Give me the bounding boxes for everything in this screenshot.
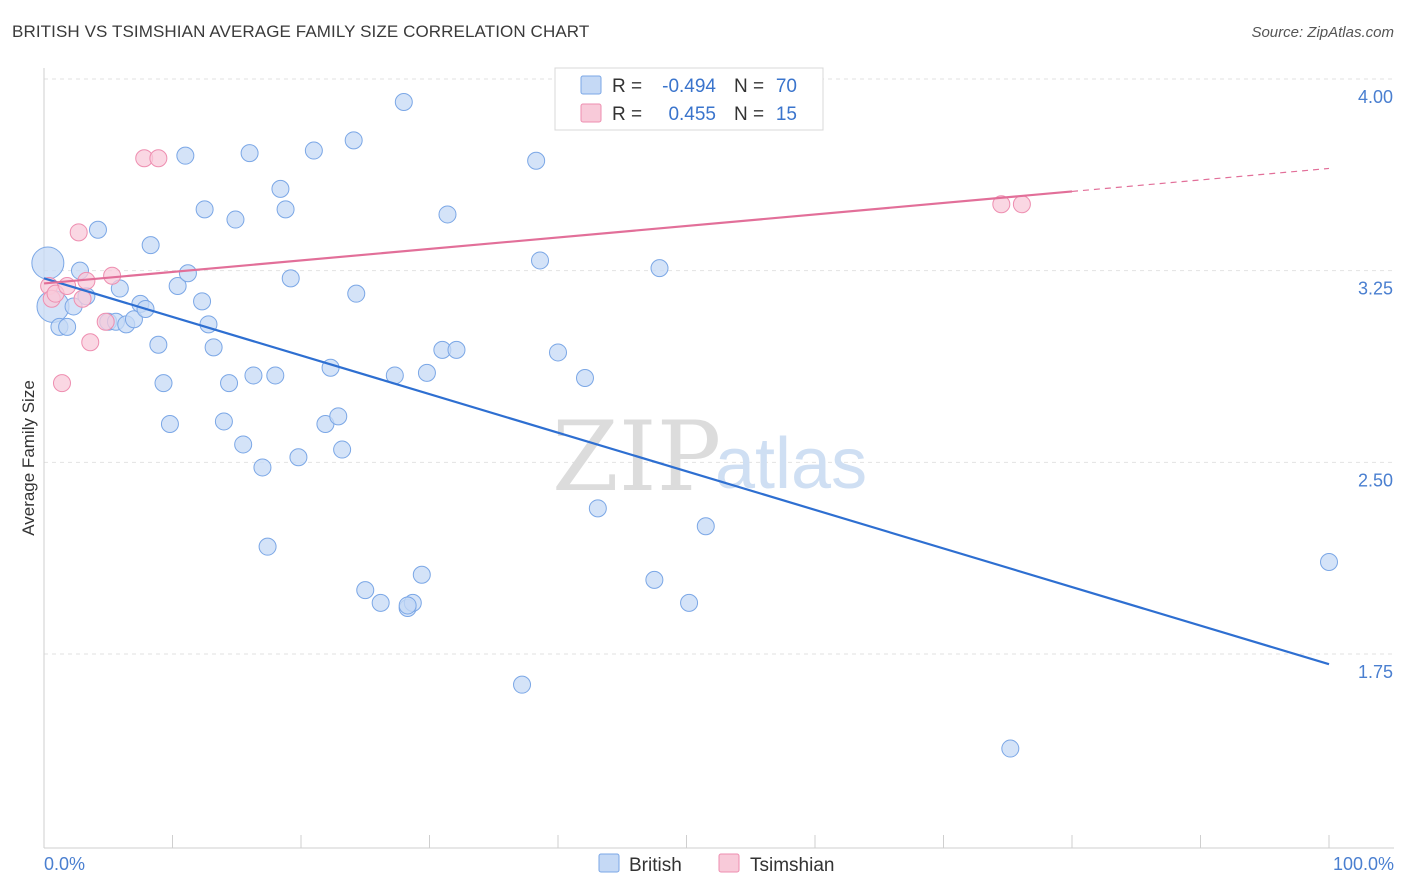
legend-r-label-tsimshian: R = bbox=[612, 104, 642, 125]
y-tick-label: 4.00 bbox=[1358, 87, 1393, 107]
correlation-legend: R = -0.494 N = 70 R = 0.455 N = 15 bbox=[554, 67, 824, 131]
british-point bbox=[258, 537, 277, 556]
x-tick-label-max: 100.0% bbox=[1333, 854, 1394, 874]
legend-n-label-tsimshian: N = bbox=[734, 104, 764, 125]
trend-lines bbox=[43, 167, 1330, 666]
british-point bbox=[168, 277, 187, 295]
british-point bbox=[1320, 553, 1338, 571]
british-point bbox=[281, 269, 300, 288]
british-point bbox=[214, 412, 233, 431]
british-point bbox=[696, 517, 715, 536]
british-point bbox=[31, 246, 65, 280]
british-point bbox=[244, 366, 263, 385]
tsimshian-point bbox=[69, 223, 88, 242]
british-point bbox=[226, 210, 245, 229]
british-point bbox=[220, 374, 239, 393]
british-point bbox=[304, 141, 323, 160]
british-point bbox=[447, 340, 466, 359]
british-point bbox=[88, 220, 107, 239]
legend-r-value-tsimshian: 0.455 bbox=[668, 104, 716, 125]
british-point bbox=[289, 448, 308, 467]
chart-title: BRITISH VS TSIMSHIAN AVERAGE FAMILY SIZE… bbox=[12, 22, 590, 41]
british-trend-line bbox=[43, 277, 1330, 666]
y-tick-label: 1.75 bbox=[1358, 662, 1393, 682]
watermark: ZIP atlas bbox=[552, 401, 867, 513]
british-point bbox=[394, 93, 413, 111]
legend-n-value-tsimshian: 15 bbox=[776, 104, 797, 125]
british-point bbox=[124, 310, 143, 329]
british-point bbox=[417, 363, 436, 382]
british-point bbox=[527, 151, 546, 170]
british-point bbox=[650, 259, 669, 278]
watermark-atlas: atlas bbox=[715, 424, 867, 504]
tsimshian-point bbox=[81, 333, 100, 352]
tsimshian-point bbox=[992, 195, 1011, 214]
tsimshian-point bbox=[1012, 195, 1031, 214]
british-swatch-icon bbox=[580, 75, 602, 95]
british-point bbox=[240, 144, 259, 163]
y-axis-title: Average Family Size bbox=[19, 380, 38, 536]
british-point bbox=[58, 317, 77, 336]
legend-r-value-british: -0.494 bbox=[662, 76, 716, 97]
legend-r-label-british: R = bbox=[612, 76, 642, 97]
british-point bbox=[333, 440, 352, 459]
british-point bbox=[234, 435, 253, 454]
british-point bbox=[276, 200, 295, 219]
british-point bbox=[266, 366, 285, 385]
british-point bbox=[412, 565, 431, 584]
tsimshian-trend-extension bbox=[1071, 167, 1330, 193]
tsimshian-point bbox=[52, 374, 71, 393]
british-point bbox=[513, 675, 532, 694]
british-point bbox=[271, 179, 290, 198]
series-legend: British Tsimshian bbox=[598, 853, 834, 876]
british-point bbox=[141, 236, 160, 255]
tsimshian-point bbox=[149, 149, 168, 168]
british-point bbox=[195, 200, 214, 219]
british-point bbox=[371, 593, 390, 612]
tsimshian-points bbox=[40, 149, 1031, 393]
british-point bbox=[253, 458, 272, 477]
tsimshian-trend-line bbox=[43, 190, 1073, 285]
y-tick-label: 2.50 bbox=[1358, 470, 1393, 490]
british-point bbox=[149, 335, 168, 354]
grid-lines bbox=[44, 78, 1394, 655]
source-label: Source: ZipAtlas.com bbox=[1251, 24, 1394, 41]
y-tick-labels: 1.75 2.50 3.25 4.00 bbox=[1358, 87, 1393, 682]
british-point bbox=[531, 251, 550, 270]
british-point bbox=[344, 131, 363, 150]
british-point bbox=[356, 581, 375, 600]
british-point bbox=[193, 292, 212, 311]
british-point bbox=[588, 499, 607, 518]
british-point bbox=[154, 374, 173, 393]
british-point bbox=[1001, 739, 1020, 758]
x-ticks bbox=[43, 835, 1330, 848]
tsimshian-legend-icon bbox=[718, 853, 740, 873]
british-point bbox=[160, 415, 179, 433]
british-point bbox=[398, 596, 417, 615]
british-point bbox=[680, 593, 699, 612]
tsimshian-point bbox=[96, 312, 115, 331]
british-point bbox=[575, 369, 594, 387]
tsimshian-swatch-icon bbox=[580, 103, 602, 123]
british-point bbox=[178, 264, 197, 283]
british-point bbox=[204, 338, 223, 357]
tsimshian-legend-label: Tsimshian bbox=[750, 855, 834, 876]
axes bbox=[43, 68, 1394, 849]
british-legend-label: British bbox=[629, 855, 682, 876]
british-point bbox=[329, 407, 348, 426]
british-points bbox=[31, 93, 1338, 758]
british-point bbox=[549, 343, 567, 362]
british-legend-icon bbox=[598, 853, 620, 873]
british-point bbox=[438, 205, 457, 224]
british-point bbox=[645, 570, 664, 589]
british-point bbox=[347, 284, 366, 303]
legend-n-label-british: N = bbox=[734, 76, 764, 97]
y-tick-label: 3.25 bbox=[1358, 279, 1393, 299]
legend-n-value-british: 70 bbox=[776, 76, 797, 97]
x-tick-label-min: 0.0% bbox=[44, 854, 85, 874]
british-point bbox=[176, 146, 195, 165]
